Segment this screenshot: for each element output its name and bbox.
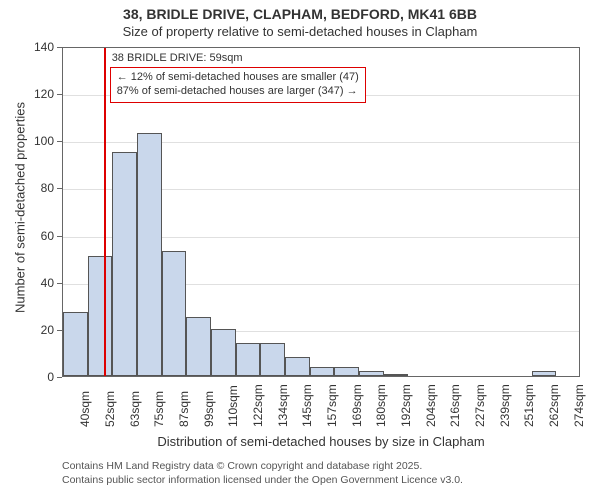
y-tick-label: 0 — [0, 370, 54, 384]
y-tick-mark — [57, 141, 62, 142]
annotation-line: 87% of semi-detached houses are larger (… — [117, 85, 359, 99]
y-tick-label: 60 — [0, 229, 54, 243]
histogram-bar — [532, 371, 557, 376]
histogram-bar — [88, 256, 113, 376]
x-tick-label: 63sqm — [128, 391, 142, 427]
x-tick-label: 134sqm — [276, 384, 290, 427]
histogram-bar — [112, 152, 137, 376]
x-tick-label: 87sqm — [177, 391, 191, 427]
histogram-bar — [63, 312, 88, 376]
y-tick-mark — [57, 377, 62, 378]
x-tick-label: 262sqm — [547, 384, 561, 427]
y-tick-label: 120 — [0, 87, 54, 101]
annotation-box: ← 12% of semi-detached houses are smalle… — [110, 67, 366, 103]
y-tick-label: 40 — [0, 276, 54, 290]
chart-container: 38, BRIDLE DRIVE, CLAPHAM, BEDFORD, MK41… — [0, 0, 600, 500]
y-tick-label: 140 — [0, 40, 54, 54]
x-tick-label: 180sqm — [374, 384, 388, 427]
y-tick-mark — [57, 47, 62, 48]
x-tick-label: 75sqm — [152, 391, 166, 427]
x-tick-label: 99sqm — [202, 391, 216, 427]
x-tick-label: 192sqm — [399, 384, 413, 427]
x-axis-label: Distribution of semi-detached houses by … — [62, 434, 580, 449]
histogram-bar — [137, 133, 162, 376]
y-axis-label: Number of semi-detached properties — [13, 83, 28, 333]
x-tick-label: 216sqm — [448, 384, 462, 427]
x-tick-label: 157sqm — [325, 384, 339, 427]
y-tick-label: 20 — [0, 323, 54, 337]
y-tick-mark — [57, 283, 62, 284]
x-tick-label: 110sqm — [226, 385, 240, 427]
histogram-bar — [285, 357, 310, 376]
x-tick-label: 274sqm — [572, 384, 586, 427]
histogram-bar — [334, 367, 359, 376]
annotation-line: ← 12% of semi-detached houses are smalle… — [117, 71, 359, 85]
x-tick-label: 251sqm — [522, 384, 536, 427]
y-tick-mark — [57, 188, 62, 189]
y-tick-label: 100 — [0, 134, 54, 148]
plot-area: 38 BRIDLE DRIVE: 59sqm ← 12% of semi-deta… — [62, 47, 580, 377]
footer-line-2: Contains public sector information licen… — [62, 474, 463, 488]
x-tick-label: 40sqm — [78, 391, 92, 427]
histogram-bar — [186, 317, 211, 376]
histogram-bar — [211, 329, 236, 376]
x-tick-label: 239sqm — [498, 384, 512, 427]
histogram-bar — [384, 374, 409, 376]
reference-line — [104, 48, 106, 376]
x-tick-label: 122sqm — [251, 384, 265, 427]
histogram-bar — [359, 371, 384, 376]
histogram-bar — [236, 343, 261, 376]
histogram-bar — [260, 343, 285, 376]
chart-subtitle: Size of property relative to semi-detach… — [0, 24, 600, 39]
x-tick-label: 145sqm — [300, 384, 314, 427]
x-tick-label: 227sqm — [473, 384, 487, 427]
x-tick-label: 52sqm — [103, 391, 117, 427]
footer-line-1: Contains HM Land Registry data © Crown c… — [62, 460, 463, 474]
y-tick-mark — [57, 330, 62, 331]
y-tick-label: 80 — [0, 181, 54, 195]
y-tick-mark — [57, 94, 62, 95]
histogram-bar — [162, 251, 187, 376]
histogram-bar — [310, 367, 335, 376]
reference-line-label: 38 BRIDLE DRIVE: 59sqm — [110, 52, 245, 64]
x-tick-label: 169sqm — [350, 384, 364, 427]
chart-title: 38, BRIDLE DRIVE, CLAPHAM, BEDFORD, MK41… — [0, 6, 600, 22]
footer-text: Contains HM Land Registry data © Crown c… — [62, 460, 463, 487]
y-tick-mark — [57, 236, 62, 237]
x-tick-label: 204sqm — [424, 384, 438, 427]
